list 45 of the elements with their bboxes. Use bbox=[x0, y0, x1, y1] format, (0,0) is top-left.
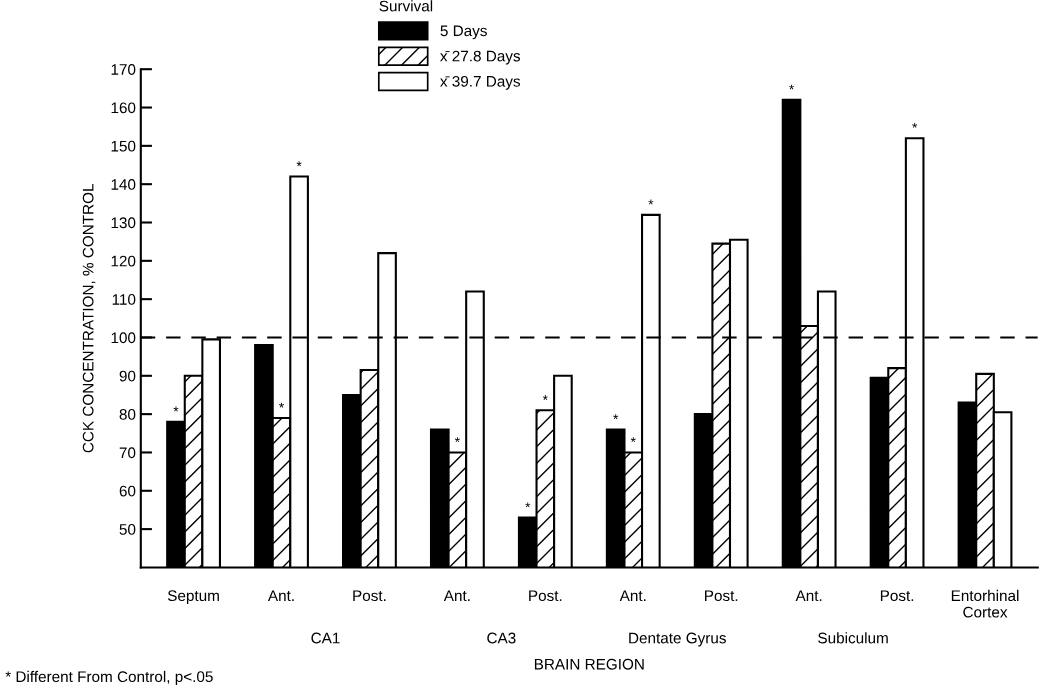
text: CA3 bbox=[487, 632, 516, 644]
data-label: * bbox=[296, 161, 302, 167]
data-label: * bbox=[912, 122, 918, 128]
y-tick-label: 80 bbox=[119, 409, 136, 420]
text: Subiculum bbox=[818, 632, 888, 644]
data-label: * bbox=[173, 406, 179, 412]
x-tick-label: Ant. bbox=[267, 590, 294, 602]
text: CA1 bbox=[311, 632, 340, 644]
data-label: * bbox=[648, 199, 654, 205]
x-tick-label: Post. bbox=[529, 590, 562, 602]
x-tick-label: Septum bbox=[167, 590, 219, 605]
x-tick-label: Post. bbox=[705, 590, 738, 602]
y-tick-label: 100 bbox=[111, 332, 136, 344]
legend-label: 5 Days bbox=[440, 25, 487, 40]
y-tick-label: 90 bbox=[119, 370, 136, 382]
x-tick-label: Post. bbox=[880, 590, 914, 602]
y-tick-label: 70 bbox=[119, 447, 136, 459]
y-tick-label: 140 bbox=[111, 179, 136, 190]
y-tick-label: 150 bbox=[111, 140, 136, 152]
x-tick-label: Ant. bbox=[619, 590, 646, 602]
data-label: * bbox=[454, 437, 460, 443]
data-label: * bbox=[789, 84, 795, 90]
y-tick-label: 60 bbox=[119, 485, 136, 497]
data-label: * bbox=[525, 502, 531, 508]
x-tick-label: Ant. bbox=[795, 590, 822, 602]
legend-label: x̄ 39.7 Days bbox=[440, 75, 521, 90]
y-tick-label: 50 bbox=[119, 523, 136, 535]
y-axis-title: CCK CONCENTRATION, % CONTROL bbox=[82, 184, 96, 453]
legend-label: x̄ 27.8 Days bbox=[440, 50, 521, 65]
y-tick-label: 120 bbox=[111, 255, 136, 267]
y-tick-label: 170 bbox=[111, 64, 136, 75]
x-tick-label: Post. bbox=[353, 590, 386, 602]
y-tick-label: 130 bbox=[111, 217, 136, 229]
text: Dentate Gyrus bbox=[629, 632, 726, 647]
legend-title: Survival bbox=[379, 0, 433, 12]
data-label: * bbox=[630, 437, 636, 443]
x-tick-label: Ant. bbox=[443, 590, 470, 602]
y-tick-label: 110 bbox=[112, 294, 136, 305]
data-label: * bbox=[542, 395, 548, 400]
data-label: * bbox=[613, 414, 619, 420]
x-axis-title: BRAIN REGION bbox=[534, 658, 644, 670]
text: * Different From Control, p<.05 bbox=[5, 670, 213, 686]
y-tick-label: 160 bbox=[111, 102, 136, 114]
x-tick-label: Entorhinal Cortex bbox=[951, 589, 1019, 618]
data-label: * bbox=[279, 402, 284, 408]
